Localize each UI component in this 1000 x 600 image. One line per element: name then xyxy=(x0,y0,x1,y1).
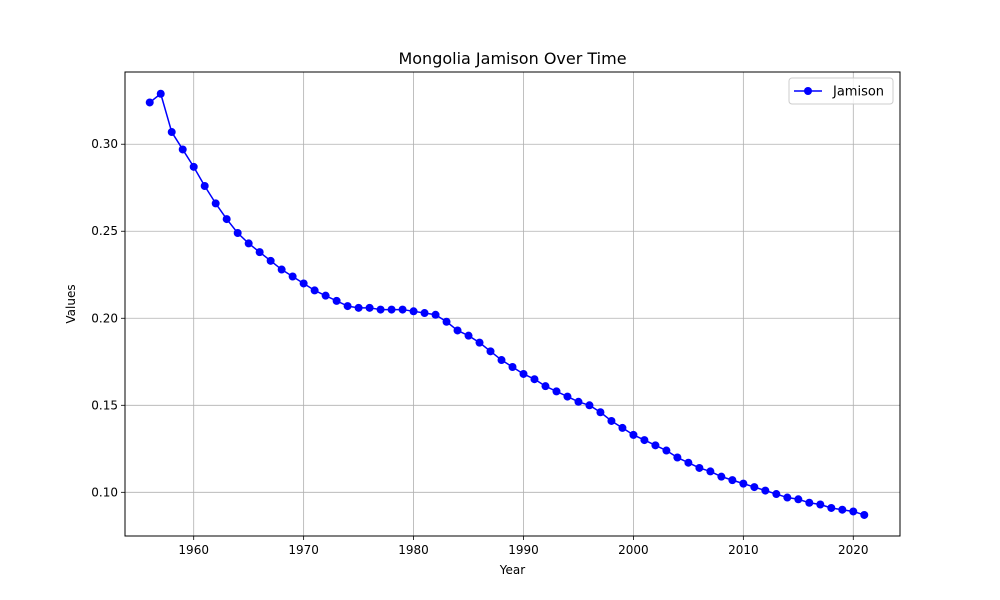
data-point-1960 xyxy=(189,162,198,171)
data-point-1973 xyxy=(332,296,341,305)
data-point-1984 xyxy=(453,326,462,335)
data-point-1992 xyxy=(541,382,550,391)
axis-ticks: 1960 1970 1980 1990 2000 2010 2020 0.10 0.15 0.20… xyxy=(91,137,868,557)
x-axis-label: Year xyxy=(499,563,525,577)
data-point-1997 xyxy=(596,408,605,417)
data-point-2006 xyxy=(695,463,704,472)
data-point-1980 xyxy=(409,307,418,316)
legend-entry-jamison: Jamison xyxy=(832,85,884,100)
data-point-1975 xyxy=(354,303,363,312)
data-point-2010 xyxy=(739,479,748,488)
data-point-2000 xyxy=(629,430,638,439)
data-point-1965 xyxy=(244,239,253,248)
grid xyxy=(125,72,900,536)
data-point-2007 xyxy=(706,467,715,476)
y-tick-label: 0.25 xyxy=(91,224,118,238)
data-point-1994 xyxy=(563,392,572,401)
x-tick-label: 1980 xyxy=(398,543,429,557)
data-point-2015 xyxy=(794,495,803,504)
data-point-1996 xyxy=(585,401,594,410)
data-point-1968 xyxy=(277,265,286,274)
data-point-1970 xyxy=(299,279,308,288)
data-point-1972 xyxy=(321,291,330,300)
data-point-1995 xyxy=(574,397,583,406)
data-point-1991 xyxy=(530,375,539,384)
data-point-1990 xyxy=(519,369,528,378)
legend-marker-swatch xyxy=(804,87,812,95)
x-tick-label: 2020 xyxy=(838,543,869,557)
data-point-1998 xyxy=(607,416,616,425)
data-point-1982 xyxy=(431,310,440,319)
data-point-1978 xyxy=(387,305,396,314)
data-point-1979 xyxy=(398,305,407,314)
data-point-1956 xyxy=(145,98,154,107)
data-point-1967 xyxy=(266,256,275,265)
x-tick-label: 1960 xyxy=(178,543,209,557)
data-point-1961 xyxy=(200,182,209,190)
data-point-1988 xyxy=(497,356,506,365)
data-point-1957 xyxy=(156,89,165,98)
data-point-1959 xyxy=(178,145,187,154)
y-tick-label: 0.10 xyxy=(91,485,118,499)
data-point-1974 xyxy=(343,302,352,311)
x-tick-label: 1970 xyxy=(288,543,319,557)
data-point-2002 xyxy=(651,441,660,450)
data-point-2020 xyxy=(849,507,858,516)
data-point-1962 xyxy=(211,199,220,208)
series-layer xyxy=(145,89,869,519)
data-point-2008 xyxy=(717,472,726,481)
data-point-1966 xyxy=(255,248,264,257)
legend-box xyxy=(788,77,894,105)
data-point-2012 xyxy=(761,486,770,495)
data-point-1964 xyxy=(233,228,242,237)
plot-area-frame xyxy=(124,71,901,537)
data-point-1999 xyxy=(618,423,627,432)
legend: Jamison xyxy=(788,77,894,105)
data-point-2009 xyxy=(728,476,737,485)
data-point-2001 xyxy=(640,436,649,445)
data-point-1969 xyxy=(288,272,297,281)
data-point-1993 xyxy=(552,387,561,396)
data-point-1976 xyxy=(365,303,374,312)
data-point-1971 xyxy=(310,286,319,295)
data-point-2016 xyxy=(805,498,814,507)
y-tick-label: 0.30 xyxy=(91,137,118,151)
x-tick-label: 1990 xyxy=(508,543,539,557)
data-point-1985 xyxy=(464,331,473,340)
data-point-1981 xyxy=(420,309,429,318)
data-point-2003 xyxy=(662,446,671,455)
data-point-1989 xyxy=(508,363,517,371)
data-point-2004 xyxy=(673,453,682,462)
data-point-2018 xyxy=(827,503,836,512)
y-tick-label: 0.20 xyxy=(91,311,118,325)
data-point-2019 xyxy=(838,505,847,514)
data-point-1983 xyxy=(442,317,451,326)
data-point-1977 xyxy=(376,305,385,314)
data-point-2014 xyxy=(783,493,792,502)
y-tick-label: 0.15 xyxy=(91,398,118,412)
data-point-2011 xyxy=(750,483,759,492)
y-axis-label: Values xyxy=(64,284,78,323)
chart-title: Mongolia Jamison Over Time xyxy=(398,49,626,68)
x-tick-label: 2000 xyxy=(618,543,649,557)
x-tick-label: 2010 xyxy=(728,543,759,557)
data-point-1958 xyxy=(167,128,176,137)
data-point-1986 xyxy=(475,338,484,347)
data-point-2005 xyxy=(684,458,693,467)
data-point-2017 xyxy=(816,500,825,509)
data-point-2013 xyxy=(772,490,781,499)
series-jamison xyxy=(145,89,869,519)
data-point-2021 xyxy=(860,510,869,519)
data-point-1987 xyxy=(486,347,495,356)
data-point-1963 xyxy=(222,215,231,224)
